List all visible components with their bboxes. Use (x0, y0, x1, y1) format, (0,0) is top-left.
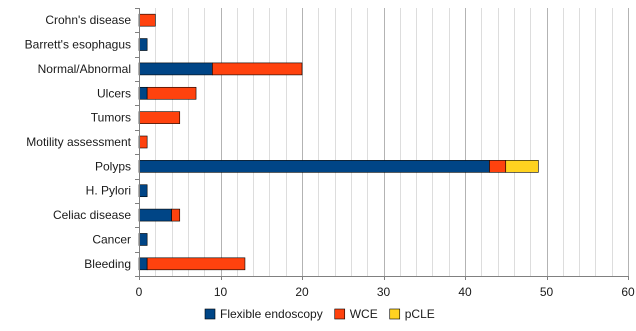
x-tick-label: 60 (621, 285, 635, 299)
bar-segment-2-row-1 (138, 13, 156, 27)
category-label: Crohn's disease (45, 13, 131, 27)
bar-segment-1-row-7 (138, 160, 490, 173)
bar-segment-2-row-5 (138, 111, 181, 124)
bar-segment-2-row-4 (146, 86, 197, 100)
x-tick-label: 30 (377, 285, 391, 299)
legend-label-1: Flexible endoscopy (220, 307, 323, 321)
bar-segment-1-row-10 (138, 233, 148, 246)
bar-segment-1-row-11 (138, 257, 148, 271)
category-label: Ulcers (97, 86, 131, 100)
category-label: Barrett's esophagus (25, 38, 131, 52)
bar-segment-1-row-2 (138, 38, 148, 51)
bar-segment-1-row-4 (138, 86, 148, 100)
category-label: Cancer (92, 232, 131, 246)
x-tick-label: 0 (136, 285, 143, 299)
category-label: Celiac disease (53, 208, 131, 222)
bar-segment-3-row-7 (505, 160, 539, 173)
x-tick-label: 20 (295, 285, 309, 299)
bar-segment-1-row-9 (138, 208, 172, 222)
x-tick-label: 50 (540, 285, 554, 299)
category-labels: Crohn's disease Barrett's esophagus Normal… (25, 13, 132, 271)
category-label: H. Pylori (86, 184, 131, 198)
x-tick-label: 10 (214, 285, 228, 299)
bar-segment-1-row-3 (138, 62, 213, 76)
bar-segment-2-row-9 (171, 208, 181, 222)
x-tick-label: 40 (458, 285, 472, 299)
bar-segment-1-row-8 (138, 184, 148, 198)
bar-segment-2-row-7 (489, 160, 507, 173)
bar-segment-2-row-6 (138, 135, 148, 149)
category-label: Bleeding (84, 257, 131, 271)
grid-lines (139, 8, 629, 276)
category-label: Tumors (91, 111, 131, 125)
legend-label-3: pCLE (405, 307, 435, 321)
legend-swatch-2 (334, 308, 346, 320)
axes (135, 8, 629, 280)
category-label: Polyps (95, 159, 131, 173)
bar-segment-2-row-11 (146, 257, 246, 271)
x-tick-labels: 0 10 20 30 40 50 60 (136, 285, 635, 299)
legend: Flexible endoscopy WCE pCLE (204, 307, 435, 321)
bars (138, 13, 539, 271)
bar-segment-2-row-3 (212, 62, 303, 76)
legend-label-2: WCE (350, 307, 378, 321)
legend-swatch-3 (389, 308, 401, 320)
category-label: Normal/Abnormal (38, 62, 131, 76)
legend-swatch-1 (204, 308, 216, 320)
category-label: Motility assessment (26, 135, 131, 149)
